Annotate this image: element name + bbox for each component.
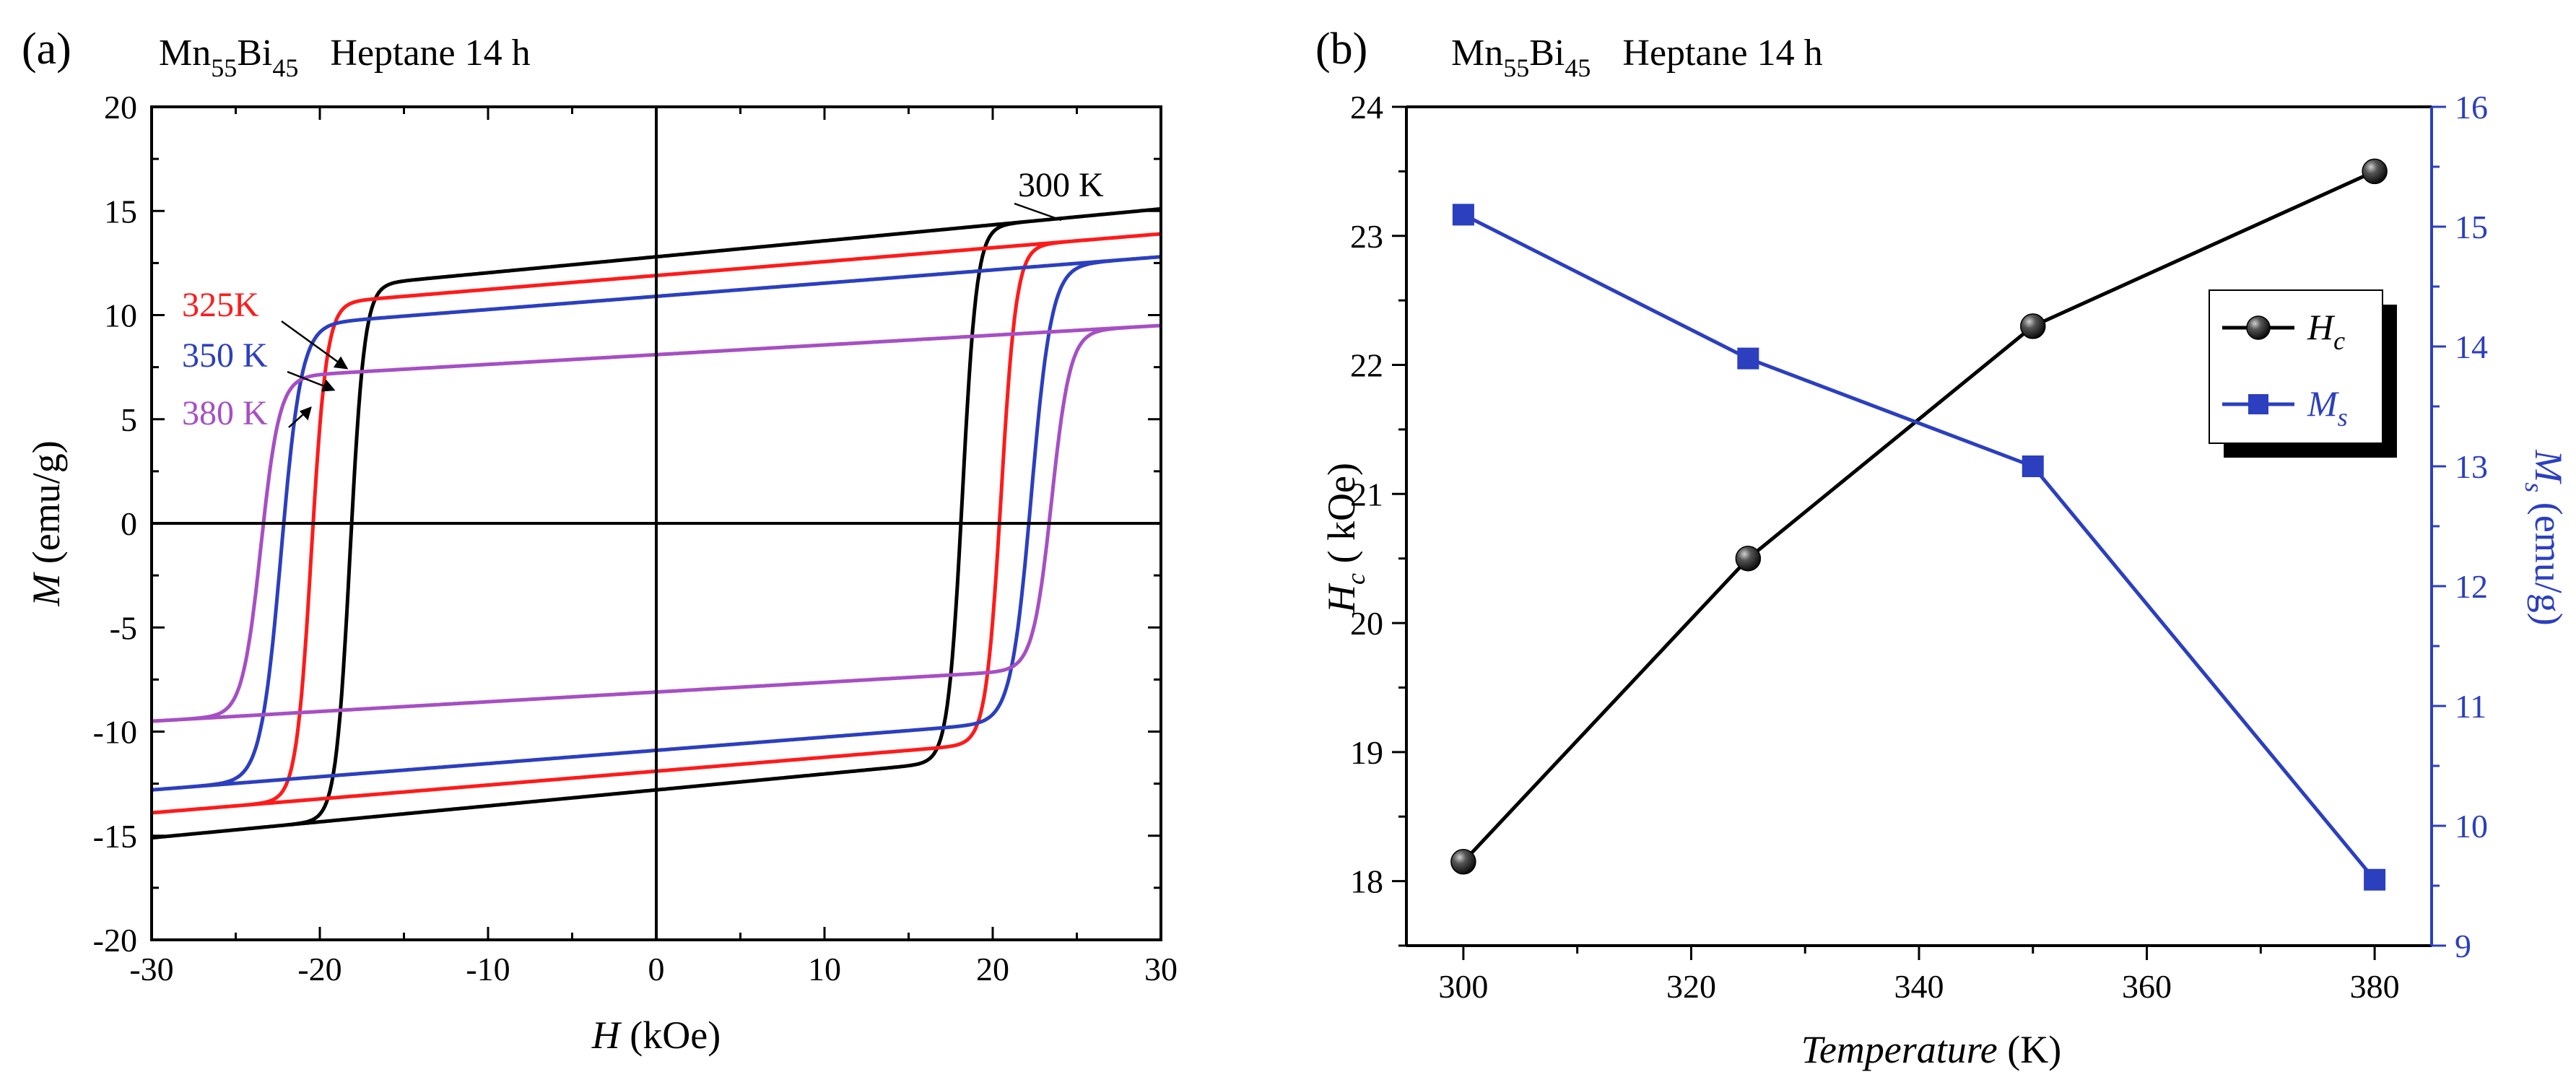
y-tick-label: -20 bbox=[93, 922, 137, 959]
panel-b-axes: 300 320 340 360 380 18 19 20 21 22 23 24 9 10 11 12 13 14… bbox=[1350, 89, 2488, 1005]
y-right-tick-label: 14 bbox=[2455, 328, 2488, 365]
panel-a-label: (a) bbox=[22, 25, 71, 74]
y-tick-label: 0 bbox=[121, 505, 137, 542]
x-tick-label: 30 bbox=[1144, 951, 1178, 987]
y-tick-label: 15 bbox=[104, 193, 137, 230]
y-right-tick-label: 16 bbox=[2455, 89, 2488, 126]
x-tick-label: 320 bbox=[1666, 968, 1716, 1005]
y-left-tick-label: 22 bbox=[1350, 347, 1383, 384]
y-left-tick-label: 19 bbox=[1350, 734, 1383, 771]
panel-b-title: Mn55Bi45 Heptane 14 h bbox=[1451, 32, 1823, 82]
x-tick-label: -10 bbox=[466, 951, 510, 987]
point-hc bbox=[2020, 313, 2046, 339]
y-tick-label: -5 bbox=[110, 609, 137, 646]
y-right-tick-label: 10 bbox=[2455, 808, 2488, 845]
y-tick-label: 10 bbox=[104, 297, 137, 334]
legend: Hc Ms bbox=[2209, 289, 2397, 458]
y-right-tick-label: 9 bbox=[2455, 928, 2471, 964]
x-tick-label: -20 bbox=[297, 951, 341, 987]
legend-ms-marker bbox=[2248, 394, 2268, 414]
panel-a-ylabel: M (emu/g) bbox=[25, 440, 68, 606]
x-tick-label: 10 bbox=[808, 951, 841, 987]
panel-b-xlabel: Temperature (K) bbox=[1801, 1028, 2061, 1071]
label-380k: 380 K bbox=[182, 394, 268, 432]
point-ms bbox=[1737, 347, 1759, 370]
legend-hc-label: Hc bbox=[2307, 307, 2345, 355]
panel-b-series bbox=[1450, 158, 2388, 891]
legend-ms-label: Ms bbox=[2307, 383, 2348, 432]
x-tick-label: 300 bbox=[1438, 968, 1488, 1005]
point-ms bbox=[1452, 204, 1474, 226]
panel-a-xlabel: H (kOe) bbox=[591, 1013, 721, 1057]
x-tick-label: 340 bbox=[1894, 968, 1944, 1005]
panel-b: (b) Mn55Bi45 Heptane 14 h 300 320 340 360 380… bbox=[1315, 25, 2570, 1071]
series-line-hc bbox=[1462, 170, 2376, 863]
y-tick-label: 20 bbox=[104, 89, 137, 126]
point-ms bbox=[2022, 455, 2044, 477]
point-hc bbox=[1450, 849, 1476, 875]
y-right-tick-label: 11 bbox=[2455, 688, 2486, 725]
panel-b-ylabel-left: Hc ( kOe) bbox=[1320, 463, 1370, 614]
point-hc bbox=[2362, 158, 2388, 185]
y-left-tick-label: 20 bbox=[1350, 605, 1383, 642]
y-right-tick-label: 15 bbox=[2455, 209, 2488, 245]
y-left-tick-label: 23 bbox=[1350, 218, 1383, 255]
label-300k: 300 K bbox=[1018, 166, 1104, 204]
label-325k: 325K bbox=[182, 286, 259, 324]
y-tick-label: -15 bbox=[93, 818, 137, 855]
panel-a-title: Mn55Bi45 Heptane 14 h bbox=[159, 32, 531, 82]
y-right-tick-label: 13 bbox=[2455, 448, 2488, 485]
y-tick-label: 5 bbox=[121, 401, 137, 438]
point-hc bbox=[1735, 545, 1762, 572]
x-tick-label: 20 bbox=[976, 951, 1009, 987]
y-left-tick-label: 18 bbox=[1350, 863, 1383, 900]
x-tick-label: 0 bbox=[648, 951, 665, 987]
y-tick-label: -10 bbox=[93, 714, 137, 751]
x-tick-label: 360 bbox=[2122, 968, 2172, 1005]
legend-hc-marker bbox=[2246, 315, 2271, 340]
panel-a: (a) Mn55Bi45 Heptane 14 h -30 -20 -10 0 10 20 3… bbox=[22, 25, 1178, 1057]
panel-b-label: (b) bbox=[1315, 25, 1367, 74]
point-ms bbox=[2364, 868, 2386, 891]
y-right-tick-label: 12 bbox=[2455, 568, 2488, 605]
x-tick-label: 380 bbox=[2350, 968, 2400, 1005]
x-tick-label: -30 bbox=[129, 951, 173, 987]
label-arrows bbox=[281, 202, 1062, 428]
series-line-ms bbox=[1462, 213, 2377, 881]
y-left-tick-label: 24 bbox=[1350, 89, 1383, 126]
panel-b-ylabel-right: Ms (emu/g) bbox=[2520, 449, 2570, 625]
label-350k: 350 K bbox=[182, 336, 268, 375]
y-left-tick-label: 21 bbox=[1350, 476, 1383, 513]
